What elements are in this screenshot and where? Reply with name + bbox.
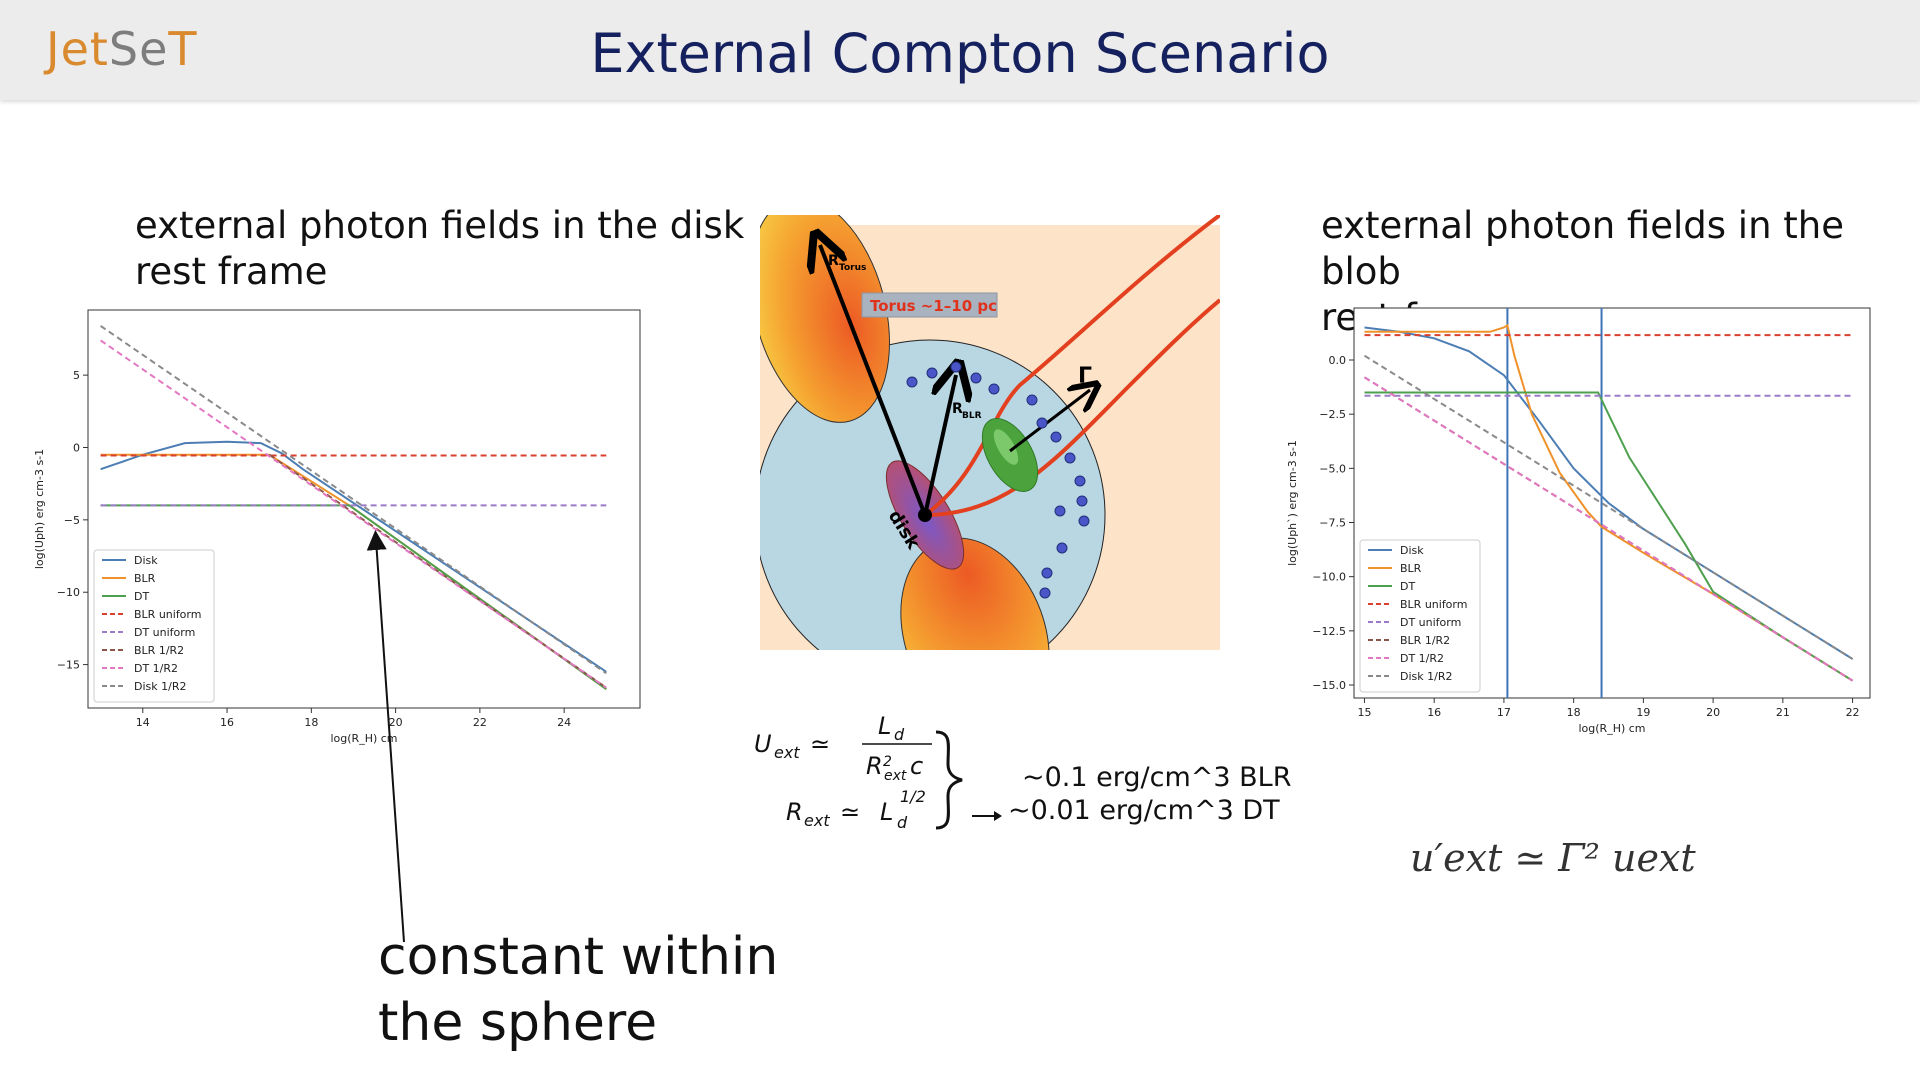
y-tick-label: −5.0	[1319, 462, 1346, 475]
slide-header: JetSeT External Compton Scenario	[0, 0, 1920, 100]
x-tick-label: 19	[1636, 706, 1650, 719]
legend-label: DT 1/R2	[134, 662, 178, 675]
x-axis-label: log(R_H) cm	[1578, 722, 1645, 735]
x-tick-label: 24	[557, 716, 571, 729]
svg-text:ext: ext	[884, 768, 907, 784]
x-tick-label: 15	[1357, 706, 1371, 719]
legend-label: BLR uniform	[134, 608, 201, 621]
legend-box	[93, 549, 215, 703]
y-tick-label: −12.5	[1312, 625, 1346, 638]
legend-label: Disk	[134, 554, 158, 567]
x-tick-label: 16	[220, 716, 234, 729]
svg-text:≃: ≃	[810, 730, 830, 758]
svg-text:U: U	[754, 730, 772, 758]
svg-text:Torus ~1–10 pc: Torus ~1–10 pc	[870, 297, 997, 315]
x-tick-label: 22	[1846, 706, 1860, 719]
svg-text:c: c	[910, 752, 923, 780]
y-axis-label: log(Uph) erg cm-3 s-1	[33, 449, 46, 569]
ext-equations: U ext ≃ L d R 2 ext c R ext ≃ L d 1/2	[754, 712, 1002, 832]
svg-text:R: R	[786, 798, 803, 826]
legend-label: BLR uniform	[1400, 598, 1467, 611]
x-tick-label: 16	[1427, 706, 1441, 719]
x-tick-label: 20	[389, 716, 403, 729]
svg-text:2: 2	[883, 754, 892, 770]
legend-label: BLR 1/R2	[134, 644, 184, 657]
y-tick-label: −2.5	[1319, 408, 1346, 421]
left-caption: external photon fields in the disk rest …	[135, 204, 745, 293]
legend-box	[1359, 539, 1481, 693]
right-chart: 15 16 17 18 19 20 21 22 0.0 −2.5 −5.0 −7.5 −10.0 −12.…	[1286, 307, 1871, 735]
x-tick-label: 18	[1567, 706, 1581, 719]
legend-label: BLR	[1400, 562, 1422, 575]
svg-text:R: R	[828, 253, 839, 269]
x-tick-label: 22	[473, 716, 487, 729]
svg-text:R: R	[952, 401, 963, 417]
svg-text:d: d	[894, 725, 905, 744]
x-tick-label: 20	[1706, 706, 1720, 719]
svg-text:≃: ≃	[840, 798, 860, 826]
blob-frame-formula: u′ext ≃ Γ² uext	[1410, 836, 1696, 880]
dt-energy-density: ~0.01 erg/cm^3 DT	[1008, 795, 1280, 826]
y-tick-label: 5	[73, 369, 80, 382]
jetset-logo: JetSeT	[46, 22, 198, 76]
y-tick-label: 0.0	[1329, 354, 1347, 367]
svg-text:BLR: BLR	[962, 411, 982, 421]
legend-label: Disk	[1400, 544, 1424, 557]
svg-text:d: d	[897, 813, 908, 832]
legend-label: BLR	[134, 572, 156, 585]
svg-text:1/2: 1/2	[900, 787, 926, 806]
y-tick-label: −10.0	[1312, 571, 1346, 584]
legend-label: DT	[1400, 580, 1415, 593]
blr-energy-density: ~0.1 erg/cm^3 BLR	[1022, 762, 1292, 793]
y-tick-label: −7.5	[1319, 517, 1346, 530]
legend-label: DT uniform	[1400, 616, 1461, 629]
legend-label: Disk 1/R2	[1400, 670, 1452, 683]
x-tick-label: 14	[136, 716, 150, 729]
legend-label: DT	[134, 590, 149, 603]
series-line-disk-1-r2	[1363, 354, 1854, 660]
legend-label: DT uniform	[134, 626, 195, 639]
ec-geometry-diagram: Torus ~1–10 pc R Torus R BLR Γ disk	[760, 215, 1220, 650]
y-tick-label: −15.0	[1312, 679, 1346, 692]
svg-text:Γ: Γ	[1078, 364, 1092, 389]
series-line-disk	[100, 440, 607, 673]
annotation-text: constant within the sphere	[378, 927, 779, 1053]
x-tick-label: 21	[1776, 706, 1790, 719]
x-tick-label: 18	[304, 716, 318, 729]
svg-text:L: L	[880, 798, 893, 826]
x-axis-label: log(R_H) cm	[330, 732, 397, 745]
series-line-disk-1-r2	[100, 325, 607, 675]
svg-text:L: L	[878, 712, 891, 740]
slide-title: External Compton Scenario	[590, 22, 1330, 85]
svg-text:R: R	[866, 752, 883, 780]
series-line-dt-1-r2	[1363, 376, 1854, 682]
svg-text:ext: ext	[804, 811, 830, 830]
left-chart: 14 16 18 20 22 24 5 0 −5 −10 −15 log(R_H) cm log(Uph…	[33, 309, 641, 745]
x-tick-label: 17	[1497, 706, 1511, 719]
y-tick-label: −15	[57, 659, 80, 672]
legend-label: DT 1/R2	[1400, 652, 1444, 665]
series-line-dt-1-r2	[100, 339, 607, 689]
y-axis-label: log(Uph`) erg cm-3 s-1	[1286, 440, 1299, 566]
svg-text:ext: ext	[774, 743, 800, 762]
legend-label: BLR 1/R2	[1400, 634, 1450, 647]
y-tick-label: 0	[73, 441, 80, 454]
y-tick-label: −5	[64, 514, 80, 527]
svg-text:Torus: Torus	[839, 263, 866, 273]
y-tick-label: −10	[57, 586, 80, 599]
legend-label: Disk 1/R2	[134, 680, 186, 693]
